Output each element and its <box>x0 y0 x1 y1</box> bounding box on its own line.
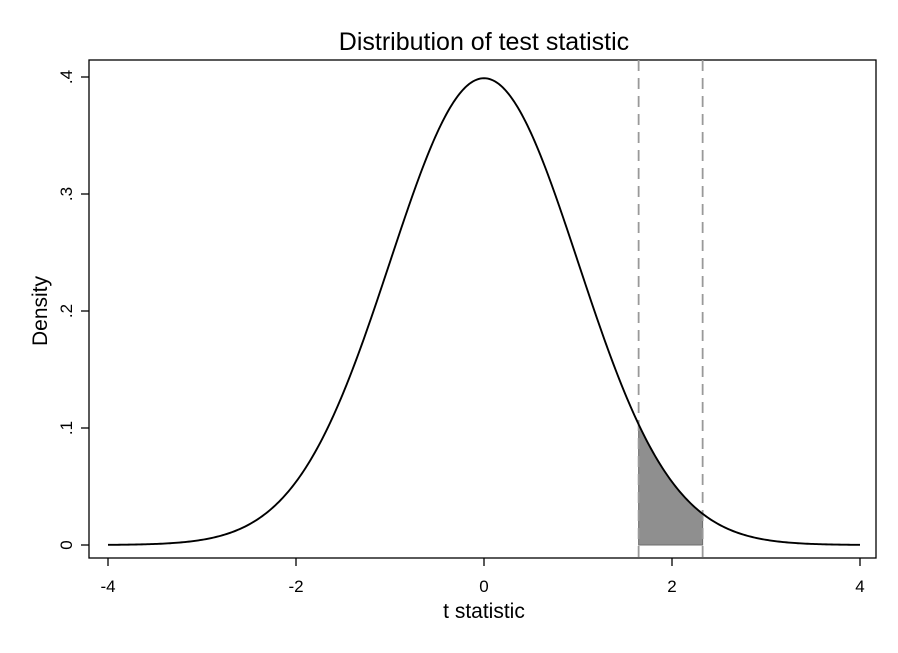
y-tick-label: .1 <box>57 421 76 435</box>
y-tick-label: .3 <box>57 187 76 201</box>
x-tick-label: -4 <box>100 577 115 596</box>
x-axis-label: t statistic <box>443 600 525 623</box>
x-tick-label: 0 <box>479 577 488 596</box>
y-tick-label: .4 <box>57 70 76 84</box>
y-tick-label: .2 <box>57 304 76 318</box>
y-axis-label: Density <box>29 275 52 346</box>
x-tick-label: -2 <box>288 577 303 596</box>
x-tick-label: 4 <box>855 577 864 596</box>
plot-frame <box>88 59 877 559</box>
density-curve <box>107 77 861 546</box>
chart-title: Distribution of test statistic <box>339 28 629 56</box>
y-tick-label: 0 <box>57 540 76 549</box>
x-tick-label: 2 <box>667 577 676 596</box>
